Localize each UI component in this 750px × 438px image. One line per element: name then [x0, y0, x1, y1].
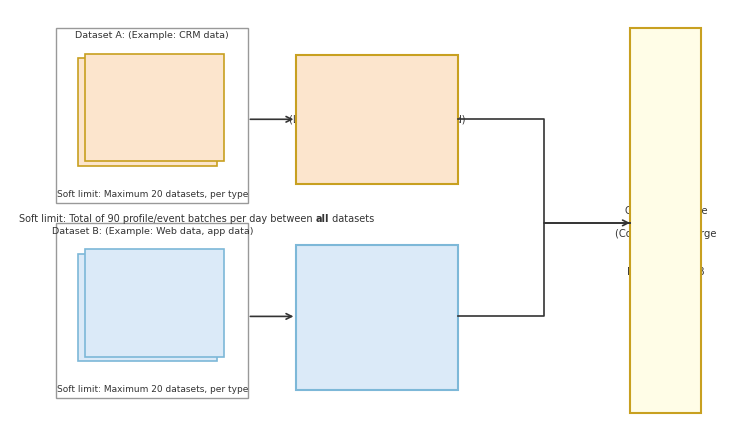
Text: Max size: 50MB: Max size: 50MB — [339, 141, 416, 150]
Text: (Compiled by merge: (Compiled by merge — [615, 228, 717, 238]
Bar — [296, 56, 458, 185]
Bar — [78, 59, 217, 166]
Text: Dataset B: (Example: Web data, app data): Dataset B: (Example: Web data, app data) — [52, 227, 253, 236]
Bar — [630, 29, 701, 413]
Bar — [56, 223, 248, 399]
Text: Real-Time: Real-Time — [642, 188, 690, 198]
Text: (dataset + primary identity): (dataset + primary identity) — [308, 278, 446, 287]
Text: Max size: 100kB: Max size: 100kB — [112, 99, 193, 109]
Text: (dataset + primary identity): (dataset + primary identity) — [308, 90, 446, 100]
Text: Max size: 10kB: Max size: 10kB — [115, 296, 190, 306]
Text: datasets: datasets — [329, 213, 374, 223]
Text: Soft limit: Total of 90 profile/event batches per day between: Soft limit: Total of 90 profile/event ba… — [19, 213, 316, 223]
Bar — [296, 245, 458, 390]
Text: (Complete set of events): (Complete set of events) — [316, 303, 438, 312]
Bar — [71, 258, 210, 366]
Text: Soft limit: Maximum 20 datasets, per type: Soft limit: Maximum 20 datasets, per typ… — [56, 385, 248, 393]
Text: all: all — [316, 213, 329, 223]
Text: Customer Profile: Customer Profile — [625, 205, 707, 215]
Bar — [78, 254, 217, 361]
Text: (Latest version of the profile record): (Latest version of the profile record) — [289, 115, 466, 125]
Bar — [85, 55, 224, 162]
Text: Profile record (attributes): Profile record (attributes) — [89, 74, 215, 84]
Text: all: all — [316, 213, 329, 223]
Text: Experience Event: Experience Event — [109, 270, 196, 279]
Text: Max size: 50MB: Max size: 50MB — [627, 267, 705, 276]
Text: Soft limit: Total of 90 profile/event batches per day between: Soft limit: Total of 90 profile/event ba… — [19, 213, 316, 223]
Text: Profile fragment: Profile fragment — [338, 254, 416, 264]
Bar — [71, 64, 210, 171]
Text: Dataset A: (Example: CRM data): Dataset A: (Example: CRM data) — [75, 32, 230, 40]
Bar — [85, 250, 224, 357]
Text: Soft limit: Maximum 20 datasets, per type: Soft limit: Maximum 20 datasets, per typ… — [56, 189, 248, 198]
Text: Profile fragment: Profile fragment — [338, 67, 416, 77]
Bar — [56, 28, 248, 204]
Text: Soft limit: Maximum 5000 events: Soft limit: Maximum 5000 events — [296, 328, 458, 338]
Text: Max size: 50MB: Max size: 50MB — [339, 351, 416, 360]
Text: policy): policy) — [650, 243, 682, 252]
